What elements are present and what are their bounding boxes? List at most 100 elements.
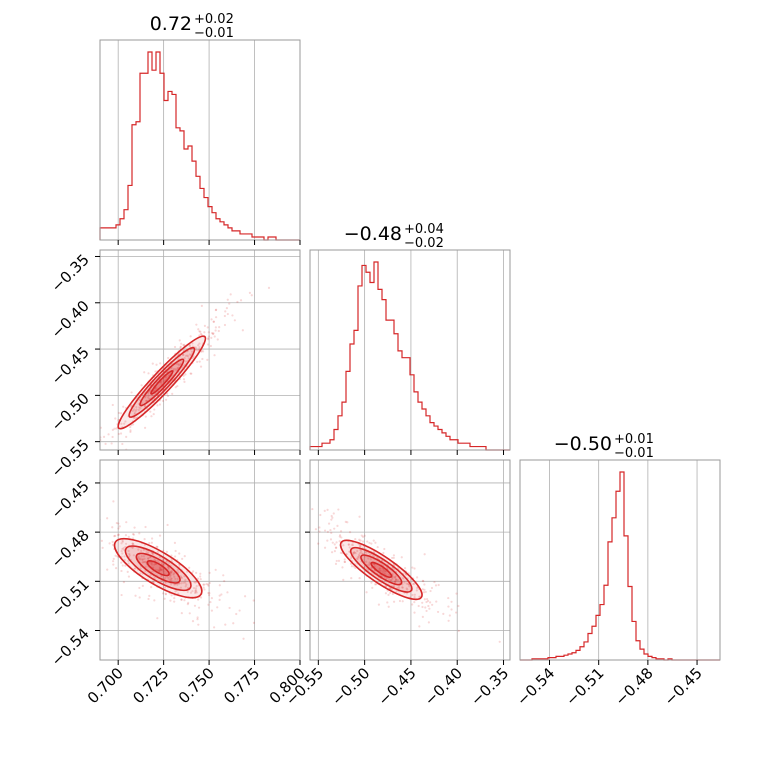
scatter-point-1-395 xyxy=(173,596,176,600)
scatter-point-1-157 xyxy=(177,571,180,574)
scatter-point-0-271 xyxy=(211,332,215,336)
scatter-point-2-99 xyxy=(333,550,336,553)
scatter-point-1-301 xyxy=(139,567,142,570)
scatter-point-0-55 xyxy=(143,405,146,408)
scatter-point-1-88 xyxy=(116,555,119,558)
scatter-point-2-338 xyxy=(329,538,333,541)
scatter-point-2-309 xyxy=(339,534,342,537)
scatter-point-1-54 xyxy=(164,576,167,580)
scatter-point-1-189 xyxy=(173,600,176,603)
scatter-point-2-303 xyxy=(311,507,314,511)
scatter-point-1-259 xyxy=(162,558,165,561)
scatter-point-0-258 xyxy=(224,310,227,313)
scatter-point-1-156 xyxy=(106,568,109,571)
scatter-point-1-261 xyxy=(97,532,99,534)
scatter-point-1-227 xyxy=(193,604,197,607)
scatter-point-1-351 xyxy=(185,583,188,586)
scatter-point-0-12 xyxy=(191,342,194,345)
scatter-point-2-398 xyxy=(430,586,434,590)
scatter-point-1-232 xyxy=(203,588,206,591)
scatter-point-1-410 xyxy=(153,558,156,561)
scatter-point-2-1 xyxy=(380,559,384,562)
scatter-point-2-251 xyxy=(428,607,431,610)
scatter-point-1-278 xyxy=(214,568,217,571)
scatter-point-1-285 xyxy=(127,575,131,578)
scatter-point-0-16 xyxy=(206,358,209,361)
scatter-point-0-164 xyxy=(190,372,193,375)
ytick-label-p2-0: −0.54 xyxy=(48,625,93,670)
scatter-point-2-371 xyxy=(276,520,278,522)
scatter-point-0-213 xyxy=(153,408,156,411)
scatter-point-0-203 xyxy=(186,354,189,357)
scatter-point-2-24 xyxy=(391,592,394,596)
scatter-point-1-308 xyxy=(131,542,134,545)
contour-frame-0 xyxy=(99,249,301,451)
scatter-point-2-8 xyxy=(359,539,362,542)
scatter-point-2-152 xyxy=(416,586,419,590)
scatter-point-1-176 xyxy=(138,558,142,561)
scatter-point-1-206 xyxy=(83,516,85,518)
scatter-point-0-418 xyxy=(10,544,12,546)
scatter-point-1-64 xyxy=(170,554,173,557)
ytick-label-p1-3: −0.40 xyxy=(48,297,93,342)
scatter-point-0-215 xyxy=(207,331,210,334)
scatter-point-1-340 xyxy=(121,564,124,567)
xtick-label-p0-0: 0.700 xyxy=(84,664,127,707)
scatter-point-0-54 xyxy=(182,343,185,347)
scatter-point-2-405 xyxy=(336,524,339,527)
scatter-point-0-400 xyxy=(167,356,170,360)
scatter-point-2-203 xyxy=(330,551,334,554)
scatter-point-1-44 xyxy=(194,589,197,592)
scatter-point-1-4 xyxy=(159,567,162,571)
scatter-point-1-221 xyxy=(186,602,189,606)
scatter-point-2-71 xyxy=(421,605,424,609)
scatter-point-1-260 xyxy=(169,575,172,578)
scatter-point-0-101 xyxy=(124,420,127,423)
scatter-point-2-404 xyxy=(356,557,359,560)
scatter-point-2-62 xyxy=(393,576,397,579)
scatter-point-1-319 xyxy=(169,599,172,602)
scatter-point-1-142 xyxy=(114,554,117,557)
scatter-point-0-125 xyxy=(188,353,191,356)
scatter-point-0-171 xyxy=(90,458,92,460)
scatter-point-2-249 xyxy=(330,514,333,518)
scatter-point-0-341 xyxy=(176,367,179,370)
scatter-point-2-86 xyxy=(429,589,432,593)
scatter-point-1-215 xyxy=(206,583,210,586)
scatter-point-1-316 xyxy=(111,526,114,529)
scatter-point-1-321 xyxy=(150,562,153,565)
scatter-point-0-310 xyxy=(214,326,217,329)
xtick-label-p2-2: −0.48 xyxy=(611,664,656,709)
scatter-point-1-15 xyxy=(139,557,142,560)
scatter-point-0-291 xyxy=(129,430,132,433)
scatter-point-2-10 xyxy=(356,558,359,561)
scatter-point-1-359 xyxy=(160,561,163,564)
scatter-point-1-163 xyxy=(168,578,172,582)
scatter-point-1-186 xyxy=(158,567,161,570)
scatter-point-1-65 xyxy=(188,566,191,569)
scatter-point-0-249 xyxy=(212,320,215,323)
scatter-point-2-12 xyxy=(348,531,352,534)
scatter-point-2-267 xyxy=(333,527,336,530)
scatter-point-1-399 xyxy=(124,534,128,537)
scatter-point-0-57 xyxy=(107,433,110,436)
scatter-point-1-325 xyxy=(172,572,175,575)
scatter-point-2-334 xyxy=(434,584,438,587)
scatter-point-1-50 xyxy=(218,584,221,587)
scatter-point-2-23 xyxy=(413,596,416,599)
scatter-point-0-190 xyxy=(216,338,219,341)
scatter-point-1-280 xyxy=(133,526,136,529)
scatter-point-2-297 xyxy=(340,536,343,539)
scatter-point-0-179 xyxy=(130,391,133,394)
scatter-point-2-92 xyxy=(387,605,390,608)
scatter-point-1-37 xyxy=(163,597,166,600)
scatter-point-1-339 xyxy=(127,549,130,553)
scatter-point-1-404 xyxy=(120,550,123,553)
scatter-point-1-338 xyxy=(176,583,179,586)
scatter-point-1-180 xyxy=(153,576,156,579)
scatter-point-0-399 xyxy=(149,410,152,413)
scatter-point-2-191 xyxy=(378,569,381,572)
scatter-point-2-148 xyxy=(360,550,363,553)
scatter-point-2-229 xyxy=(358,556,361,559)
scatter-point-1-246 xyxy=(154,562,157,566)
